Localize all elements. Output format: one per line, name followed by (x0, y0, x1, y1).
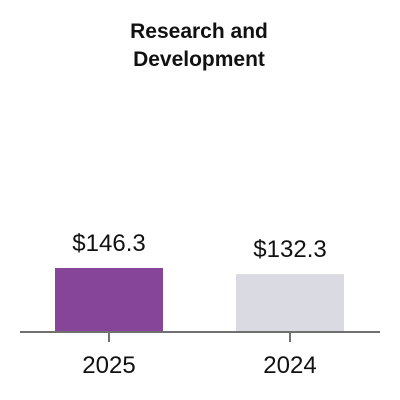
value-label-2024: $132.3 (253, 236, 326, 263)
chart-title-line-1: Research and (130, 20, 268, 43)
value-label-2025: $146.3 (72, 230, 145, 257)
x-tick-label-2024: 2024 (263, 352, 316, 379)
bar-2025 (55, 268, 163, 332)
chart-title-line-2: Development (133, 48, 265, 71)
bar-2024 (236, 274, 344, 332)
x-tick-label-2025: 2025 (82, 352, 135, 379)
